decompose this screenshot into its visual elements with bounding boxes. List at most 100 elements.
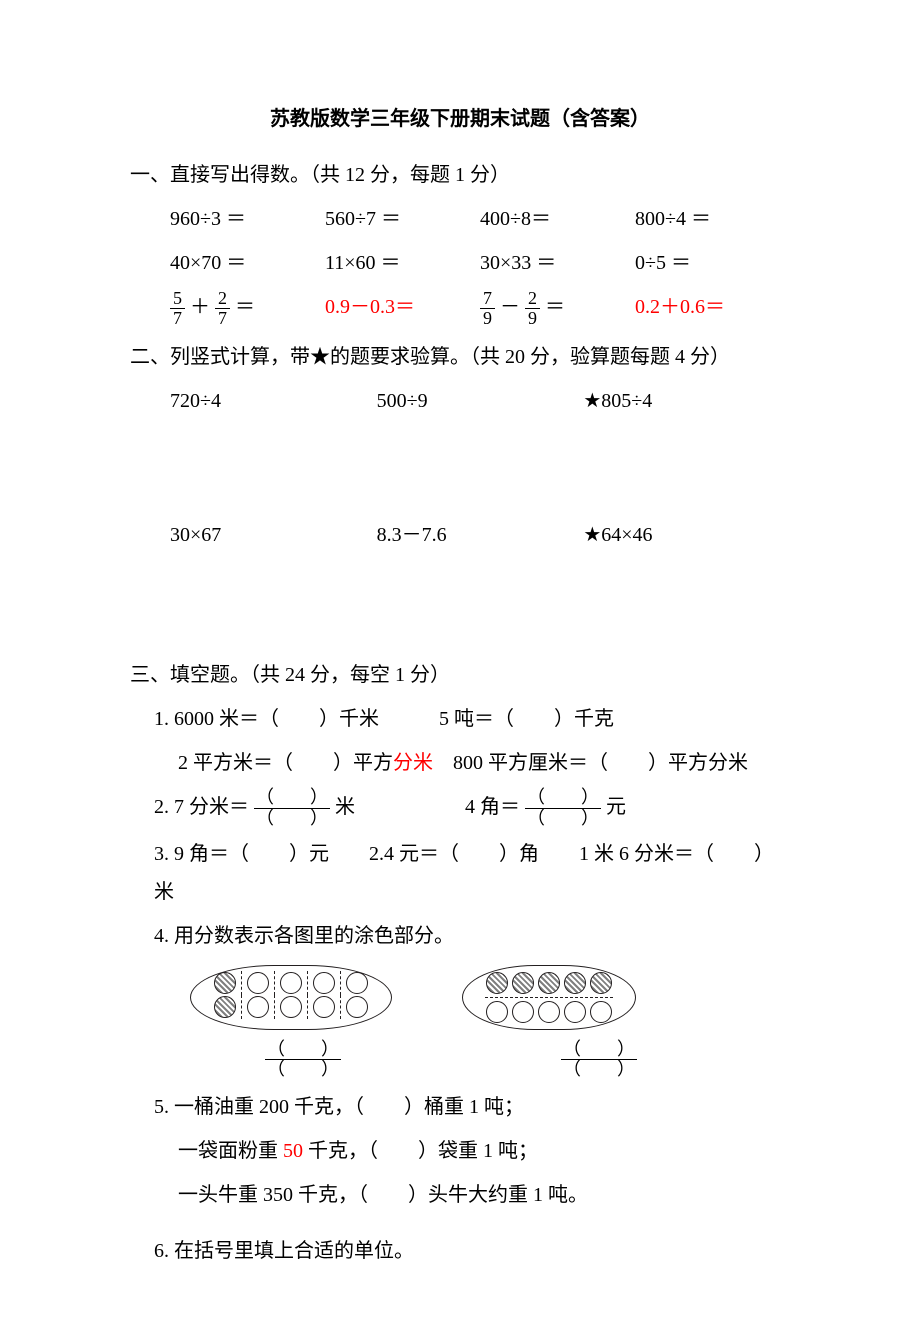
circle	[346, 996, 368, 1018]
section3-head: 三、填空题。（共 24 分，每空 1 分）	[130, 656, 790, 694]
sec2-row1: 720÷4 500÷9 ★805÷4	[170, 382, 790, 420]
ellipse-right	[462, 965, 636, 1030]
pair	[312, 995, 341, 1019]
dot-row	[485, 971, 613, 995]
work-space	[130, 560, 790, 646]
pair	[213, 995, 242, 1019]
q2-tail: 元	[606, 796, 626, 818]
fraction: 7 9	[480, 289, 495, 328]
fraction: 2 9	[525, 289, 540, 328]
q-cell: 960÷3 ＝	[170, 200, 325, 238]
blank-den: （ ）	[561, 1059, 637, 1080]
pair	[345, 971, 369, 995]
q5b: 一袋面粉重 50 千克，（ ）袋重 1 吨；	[178, 1132, 790, 1170]
page-title: 苏教版数学三年级下册期末试题（含答案）	[130, 100, 790, 138]
q2-mid2: 4 角＝	[465, 796, 520, 818]
denominator: 7	[170, 308, 185, 328]
dot-row	[213, 995, 369, 1019]
q2-gap	[360, 796, 460, 818]
circle-shaded	[214, 996, 236, 1018]
sec1-row2: 40×70 ＝ 11×60 ＝ 30×33 ＝ 0÷5 ＝	[170, 244, 790, 282]
q4-figures	[190, 965, 790, 1030]
q-cell: 560÷7 ＝	[325, 200, 480, 238]
blank-num: （ ）	[254, 788, 330, 808]
exam-page: 苏教版数学三年级下册期末试题（含答案） 一、直接写出得数。（共 12 分，每题 …	[0, 0, 920, 1336]
circle-shaded	[486, 972, 508, 994]
dot-row	[485, 1000, 613, 1024]
q1b: 2 平方米＝（ ）平方分米 800 平方厘米＝（ ）平方分米	[178, 744, 790, 782]
circle-shaded	[538, 972, 560, 994]
denominator: 9	[525, 308, 540, 328]
fraction-blank: （ ） （ ）	[561, 1040, 637, 1081]
sec1-row1: 960÷3 ＝ 560÷7 ＝ 400÷8＝ 800÷4 ＝	[170, 200, 790, 238]
op: ＋	[190, 296, 210, 318]
section2-head: 二、列竖式计算，带★的题要求验算。（共 20 分，验算题每题 4 分）	[130, 338, 790, 376]
circle	[313, 972, 335, 994]
circle-shaded	[512, 972, 534, 994]
q-cell: 30×67	[170, 516, 377, 554]
circle	[313, 996, 335, 1018]
pair	[279, 971, 308, 995]
q5b-red: 50	[283, 1140, 303, 1162]
q1b-pre: 2 平方米＝（ ）平方	[178, 752, 393, 774]
circle	[247, 996, 269, 1018]
blank-num: （ ）	[561, 1040, 637, 1060]
pair	[279, 995, 308, 1019]
op: －	[500, 296, 520, 318]
pair	[246, 971, 275, 995]
dashed-divider	[485, 997, 613, 998]
pair	[312, 971, 341, 995]
numerator: 5	[170, 289, 185, 308]
sec2-row2: 30×67 8.3－7.6 ★64×46	[170, 516, 790, 554]
q1b-post: 800 平方厘米＝（ ）平方分米	[433, 752, 748, 774]
circle	[486, 1001, 508, 1023]
fraction: 2 7	[215, 289, 230, 328]
q-cell-red: 0.2＋0.6＝	[635, 288, 790, 328]
q1a: 1. 6000 米＝（ ）千米 5 吨＝（ ）千克	[154, 700, 790, 738]
blank-num: （ ）	[525, 788, 601, 808]
eq: ＝	[545, 296, 565, 318]
pair	[345, 995, 369, 1019]
circle	[280, 996, 302, 1018]
sec1-row3: 5 7 ＋ 2 7 ＝ 0.9－0.3＝ 7 9 － 2 9 ＝ 0.2＋0.6…	[170, 288, 790, 328]
fraction-blank: （ ） （ ）	[265, 1040, 341, 1081]
circle-shaded	[590, 972, 612, 994]
pair	[246, 995, 275, 1019]
q-cell: ★64×46	[583, 516, 790, 554]
fraction: 5 7	[170, 289, 185, 328]
eq: ＝	[235, 296, 255, 318]
q2-mid1: 米	[335, 796, 355, 818]
fraction-blank: （ ） （ ）	[254, 788, 330, 829]
q-cell-red: 0.9－0.3＝	[325, 288, 480, 328]
q5c: 一头牛重 350 千克，（ ）头牛大约重 1 吨。	[178, 1176, 790, 1214]
circle-shaded	[564, 972, 586, 994]
numerator: 2	[525, 289, 540, 308]
section1-head: 一、直接写出得数。（共 12 分，每题 1 分）	[130, 156, 790, 194]
q5b-post: 千克，（ ）袋重 1 吨；	[303, 1140, 538, 1162]
circle	[346, 972, 368, 994]
q-cell: 720÷4	[170, 382, 377, 420]
q6: 6. 在括号里填上合适的单位。	[154, 1232, 790, 1270]
q-cell: 8.3－7.6	[377, 516, 584, 554]
numerator: 2	[215, 289, 230, 308]
work-space	[130, 426, 790, 512]
q3: 3. 9 角＝（ ）元 2.4 元＝（ ）角 1 米 6 分米＝（ ）米	[154, 835, 790, 911]
circle	[247, 972, 269, 994]
q4-answers: （ ） （ ） （ ） （ ）	[265, 1040, 790, 1081]
dot-row	[213, 971, 369, 995]
q-cell: 0÷5 ＝	[635, 244, 790, 282]
q4-head: 4. 用分数表示各图里的涂色部分。	[154, 917, 790, 955]
circle-shaded	[214, 972, 236, 994]
q-cell: 400÷8＝	[480, 200, 635, 238]
q1b-red: 分米	[393, 752, 433, 774]
numerator: 7	[480, 289, 495, 308]
circle	[512, 1001, 534, 1023]
blank-den: （ ）	[254, 808, 330, 829]
ellipse-left	[190, 965, 392, 1030]
q5a: 5. 一桶油重 200 千克，（ ）桶重 1 吨；	[154, 1088, 790, 1126]
fraction-blank: （ ） （ ）	[525, 788, 601, 829]
pair	[213, 971, 242, 995]
denominator: 9	[480, 308, 495, 328]
q-cell: 40×70 ＝	[170, 244, 325, 282]
blank-num: （ ）	[265, 1040, 341, 1060]
